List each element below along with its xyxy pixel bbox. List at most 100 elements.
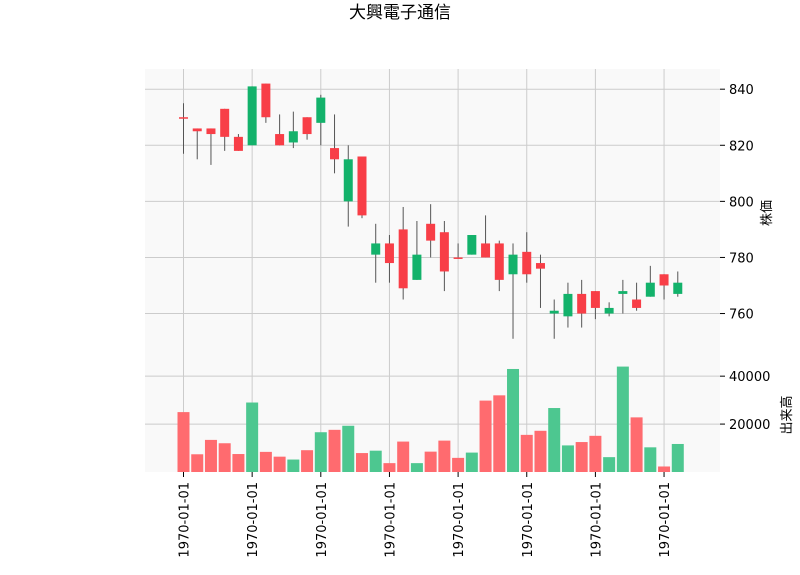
candle-body: [467, 235, 477, 255]
x-tick-label: 1970-01-01: [521, 482, 536, 558]
candle-body: [261, 83, 271, 118]
volume-bar: [218, 443, 231, 472]
volume-bar: [493, 395, 506, 472]
candle-body: [220, 108, 230, 137]
price-candles: [179, 83, 683, 339]
candle-body: [192, 128, 202, 132]
price-y-axis-label: 株価: [760, 200, 775, 226]
volume-bar: [658, 466, 671, 472]
volume-bar: [314, 432, 327, 472]
candle-body: [590, 291, 600, 308]
candle-body: [645, 282, 655, 297]
price-y-tick-label: 800: [729, 195, 754, 210]
candle-body: [343, 159, 353, 202]
price-y-tick-label: 840: [729, 83, 754, 98]
volume-bar: [548, 408, 561, 472]
volume-bar: [232, 454, 245, 472]
volume-bar: [616, 366, 629, 472]
volume-bar: [671, 443, 684, 472]
volume-bar: [397, 441, 410, 472]
candle-body: [316, 97, 326, 123]
volume-bar: [273, 456, 286, 472]
candle-body: [302, 117, 312, 135]
candle-body: [275, 134, 285, 146]
volume-bar: [561, 445, 574, 472]
volume-y-axis-label: 出来高: [779, 395, 795, 434]
candle-body: [371, 243, 381, 255]
volume-bar: [191, 454, 204, 472]
candle-body: [659, 274, 669, 286]
candle-body: [563, 293, 573, 317]
x-axis-ticks: 1970-01-01 1970-01-01 1970-01-01 1970-01-01…: [178, 472, 673, 558]
chart-title: 大興電子通信: [349, 3, 451, 23]
volume-bar: [534, 430, 547, 472]
candle-body: [481, 243, 491, 258]
price-y-tick-label: 760: [729, 308, 754, 323]
volume-bar: [452, 457, 465, 472]
candle-body: [384, 243, 394, 264]
price-panel-background: [145, 69, 720, 357]
candle-body: [357, 156, 367, 216]
candle-body: [508, 254, 518, 275]
volume-bar: [177, 412, 190, 472]
volume-bar: [465, 452, 478, 472]
volume-bar: [287, 459, 300, 472]
price-panel: 760 780 800 820 840 株価: [145, 69, 775, 357]
candle-body: [412, 254, 422, 280]
volume-bar: [520, 434, 533, 472]
volume-bar: [259, 451, 272, 472]
candle-body: [206, 128, 216, 135]
volume-bar: [644, 447, 657, 472]
volume-bars: [177, 366, 684, 472]
candle-body: [535, 263, 545, 269]
candle-body: [288, 131, 298, 143]
candle-body: [439, 232, 449, 272]
candle-body: [233, 136, 243, 151]
candle-body: [398, 229, 408, 289]
candle-body: [673, 282, 683, 294]
volume-bar: [589, 435, 602, 472]
volume-y-ticks: 20000 40000: [720, 370, 770, 433]
volume-bar: [369, 450, 382, 472]
volume-bar: [438, 440, 451, 472]
x-tick-label: 1970-01-01: [315, 482, 330, 558]
volume-bar: [424, 451, 437, 472]
volume-bar: [479, 400, 492, 472]
price-y-ticks: 760 780 800 820 840: [720, 83, 754, 323]
x-tick-label: 1970-01-01: [658, 482, 673, 558]
candle-body: [330, 148, 340, 160]
candle-body: [179, 117, 188, 119]
volume-bar: [507, 368, 520, 472]
volume-bar: [342, 425, 355, 472]
volume-y-tick-label: 20000: [729, 418, 770, 433]
candle-body: [549, 310, 559, 314]
candle-body: [453, 257, 463, 259]
volume-bar: [246, 402, 259, 472]
volume-bar: [204, 439, 217, 472]
x-tick-label: 1970-01-01: [589, 482, 604, 558]
x-tick-label: 1970-01-01: [178, 482, 193, 558]
volume-bar: [410, 463, 423, 472]
candle-body: [632, 299, 642, 308]
candle-body: [618, 291, 628, 294]
volume-bar: [355, 453, 368, 472]
candle-body: [494, 243, 504, 280]
volume-y-tick-label: 40000: [729, 370, 770, 385]
price-y-tick-label: 820: [729, 139, 754, 154]
x-tick-label: 1970-01-01: [452, 482, 467, 558]
candle-body: [426, 223, 436, 241]
volume-bar: [575, 442, 588, 472]
candle-body: [522, 251, 532, 275]
x-tick-label: 1970-01-01: [246, 482, 261, 558]
volume-bar: [328, 429, 341, 472]
volume-bar: [301, 450, 314, 472]
volume-bar: [630, 417, 643, 472]
candle-body: [604, 307, 614, 314]
x-tick-label: 1970-01-01: [383, 482, 398, 558]
volume-panel: 20000 40000 出来高: [145, 357, 795, 472]
volume-bar: [383, 463, 396, 472]
candle-body: [247, 86, 257, 146]
price-y-tick-label: 780: [729, 251, 754, 266]
volume-bar: [603, 457, 616, 472]
